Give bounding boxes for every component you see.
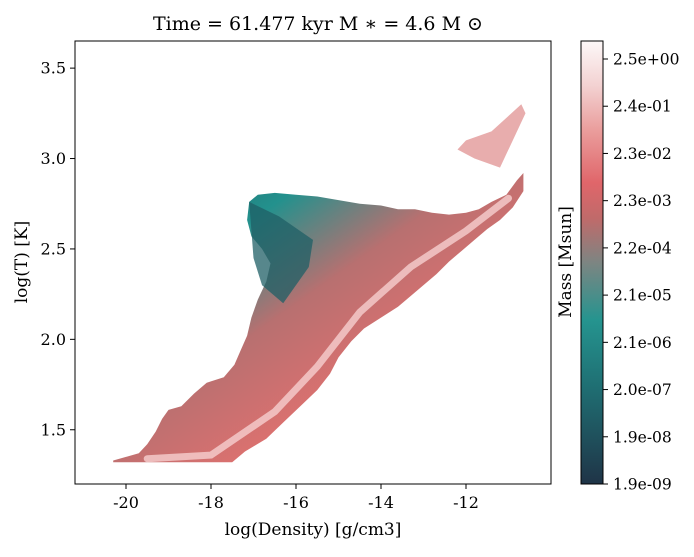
mass-ridge bbox=[143, 194, 512, 463]
colorbar-tick-label: 2.5e+00 bbox=[613, 51, 680, 69]
y-tick-label: 2.5 bbox=[41, 239, 66, 258]
colorbar-tick-label: 2.0e-07 bbox=[613, 381, 672, 399]
colorbar bbox=[580, 40, 604, 485]
y-tick-label: 1.5 bbox=[41, 420, 66, 439]
colorbar-tick-label: 2.3e-03 bbox=[613, 192, 672, 210]
colorbar-tick-label: 2.3e-02 bbox=[613, 145, 672, 163]
y-tick-label: 3.0 bbox=[41, 149, 66, 168]
colorbar-label: Mass [Msun] bbox=[556, 206, 576, 318]
x-axis-label: log(Density) [g/cm3] bbox=[225, 520, 402, 540]
sparse-spur bbox=[457, 104, 526, 168]
colorbar-tick-label: 1.9e-08 bbox=[613, 428, 672, 446]
y-tick-label: 3.5 bbox=[41, 59, 66, 78]
x-tick-label: -20 bbox=[113, 493, 139, 512]
gas-distribution bbox=[113, 173, 524, 463]
data-layer bbox=[113, 104, 526, 463]
colorbar-ticks: 2.5e+00 2.4e-01 2.3e-02 2.3e-03 2.2e-04 2.1e-… bbox=[603, 51, 680, 494]
y-axis: 1.5 2.0 2.5 3.0 3.5 bbox=[41, 59, 75, 439]
x-tick-label: -14 bbox=[368, 493, 394, 512]
colorbar-tick-label: 2.2e-04 bbox=[613, 239, 672, 257]
y-tick-label: 2.0 bbox=[41, 330, 66, 349]
low-mass-region bbox=[249, 201, 313, 304]
y-axis-label: log(T) [K] bbox=[12, 221, 32, 304]
colorbar-tick-label: 2.1e-06 bbox=[613, 334, 672, 352]
x-tick-label: -18 bbox=[198, 493, 224, 512]
x-axis: -20 -18 -16 -14 -12 bbox=[113, 484, 479, 512]
chart-title: Time = 61.477 kyr M ∗ = 4.6 M ⊙ bbox=[153, 13, 483, 35]
x-tick-label: -16 bbox=[283, 493, 309, 512]
colorbar-tick-label: 1.9e-09 bbox=[613, 476, 672, 494]
x-tick-label: -12 bbox=[453, 493, 479, 512]
axes-frame bbox=[74, 40, 552, 485]
colorbar-tick-label: 2.1e-05 bbox=[613, 287, 672, 305]
colorbar-tick-label: 2.4e-01 bbox=[613, 98, 672, 116]
